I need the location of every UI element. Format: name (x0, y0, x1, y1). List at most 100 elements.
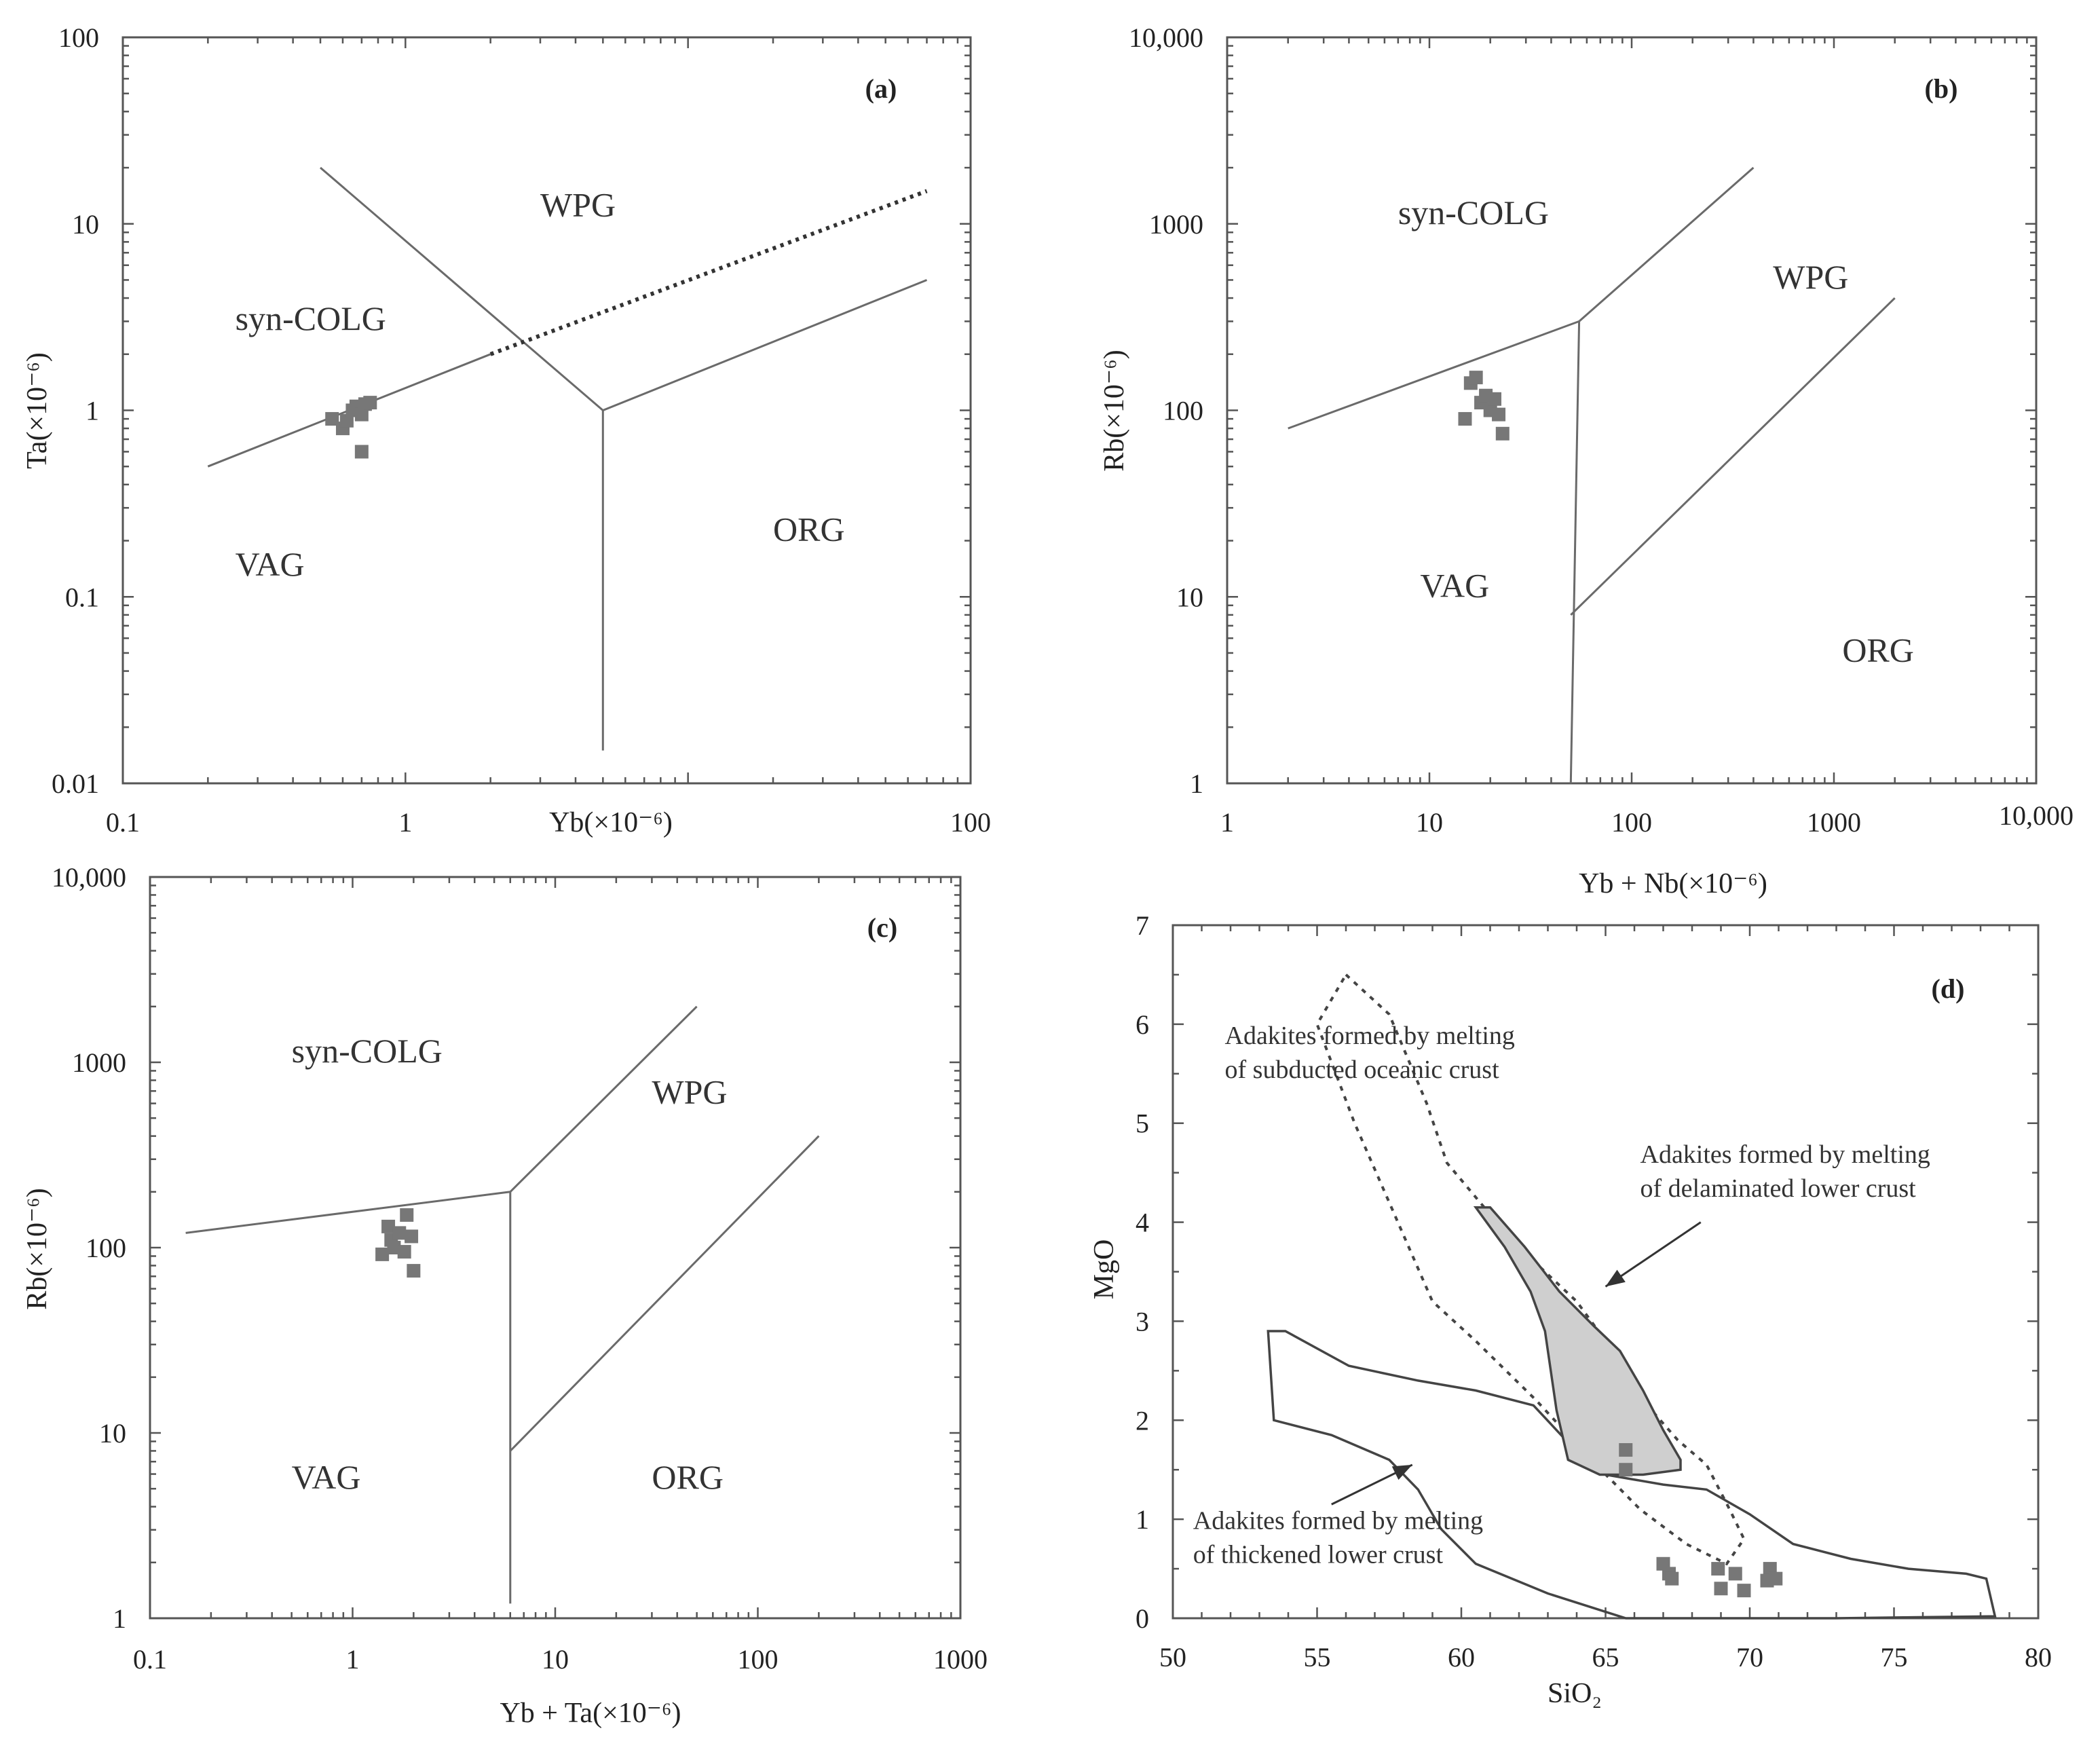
sample-point (1458, 412, 1472, 426)
field-label: syn-COLG (236, 299, 386, 337)
field-label: VAG (292, 1458, 361, 1496)
x-axis-label: Yb + Ta(×10⁻⁶) (500, 1698, 681, 1729)
field-boundary (509, 1005, 698, 1193)
region-annotation: of delaminated lower crust (1640, 1174, 1917, 1203)
sample-point (400, 1208, 414, 1222)
sample-point (405, 1229, 419, 1244)
field-label: ORG (1842, 631, 1914, 669)
ticks (121, 36, 972, 785)
sample-point (339, 413, 354, 428)
panel-label: (a) (865, 73, 897, 104)
y-tick-label: 1 (113, 1603, 126, 1634)
sample-point (392, 1226, 407, 1240)
y-tick-label: 1 (1136, 1504, 1149, 1535)
region-annotation: Adakites formed by melting (1193, 1507, 1483, 1535)
y-tick-label: 100 (1163, 396, 1203, 426)
x-tick-label: 1 (1220, 807, 1234, 838)
field-boundary (1288, 320, 1580, 430)
x-tick-label: 75 (1881, 1642, 1908, 1673)
field-label: WPG (1773, 258, 1848, 296)
sample-point (1665, 1571, 1679, 1586)
y-tick-label: 10 (72, 209, 99, 240)
region-thickened-lower-crust (1267, 1330, 1997, 1620)
x-tick-label: 50 (1159, 1642, 1186, 1673)
x-tick-label: 1000 (933, 1644, 988, 1675)
panel-label: (d) (1932, 973, 1965, 1004)
sample-point (381, 1219, 396, 1233)
plot-frame (121, 36, 972, 785)
x-tick-label: 100 (950, 807, 991, 838)
ticks (149, 876, 962, 1620)
y-tick-label: 2 (1136, 1405, 1149, 1436)
x-axis-label: Yb(×10⁻⁶) (549, 807, 673, 838)
region-annotation: Adakites formed by melting (1640, 1140, 1930, 1169)
arrow-head (1391, 1464, 1412, 1480)
y-axis-label: Ta(×10⁻⁶) (22, 352, 53, 469)
y-tick-label: 5 (1136, 1108, 1149, 1139)
y-tick-label: 0.1 (65, 582, 99, 612)
x-tick-label: 1 (398, 807, 412, 838)
y-tick-label: 6 (1136, 1009, 1149, 1040)
field-boundary (1578, 166, 1755, 322)
x-tick-label: 10,000 (1999, 800, 2074, 831)
x-axis-label: Yb + Nb(×10⁻⁶) (1579, 868, 1767, 899)
plot-frame (149, 876, 962, 1620)
sample-point (1492, 407, 1506, 422)
field-label: syn-COLG (292, 1032, 443, 1070)
x-tick-label: 80 (2025, 1642, 2052, 1673)
y-tick-label: 10 (99, 1418, 126, 1449)
y-tick-label: 1 (1190, 768, 1203, 799)
panel-d: 50 55 60 65 70 75 80 0 1 2 3 4 5 6 7 SiO₂ MgO (d) Adakites… (1089, 910, 2052, 1709)
panel-label: (c) (867, 912, 897, 943)
x-tick-label: 10 (1416, 807, 1443, 838)
y-tick-label: 4 (1136, 1208, 1149, 1238)
x-axis-label: SiO₂ (1548, 1678, 1602, 1709)
x-tick-label: 0.1 (106, 807, 140, 838)
field-boundary (1570, 297, 1896, 616)
field-boundary (320, 166, 604, 411)
region-annotation: Adakites formed by melting (1225, 1022, 1515, 1050)
field-boundary (509, 1135, 820, 1452)
y-axis-label: Rb(×10⁻⁶) (1099, 350, 1130, 471)
field-boundary (185, 1191, 510, 1234)
x-tick-label: 100 (1611, 807, 1652, 838)
x-tick-label: 0.1 (133, 1644, 167, 1675)
field-label: ORG (773, 510, 845, 548)
x-tick-label: 1000 (1807, 807, 1861, 838)
y-tick-label: 1000 (1149, 209, 1203, 240)
x-tick-label: 10 (542, 1644, 569, 1675)
annotation-arrow (1605, 1221, 1702, 1288)
sample-point (1619, 1463, 1633, 1477)
sample-point (325, 412, 339, 426)
y-tick-label: 0.01 (52, 768, 99, 799)
field-label: ORG (652, 1458, 724, 1496)
sample-point (1711, 1562, 1725, 1576)
y-tick-label: 1000 (72, 1047, 126, 1078)
y-tick-label: 10,000 (52, 862, 126, 893)
ticks (1171, 924, 2040, 1620)
y-tick-label: 100 (86, 1233, 126, 1263)
field-label: syn-COLG (1398, 193, 1549, 231)
sample-point (1495, 426, 1510, 441)
panel-b: 1 10 100 1000 10,000 1 10 100 1000 10,000 Yb + Nb(… (1099, 22, 2074, 899)
sample-point (397, 1245, 411, 1259)
sample-point (354, 445, 369, 459)
x-tick-label: 70 (1736, 1642, 1763, 1673)
field-label: WPG (652, 1073, 727, 1111)
y-tick-label: 1 (86, 396, 99, 426)
sample-point (407, 1264, 421, 1278)
region-annotation: of thickened lower crust (1193, 1541, 1444, 1569)
sample-point (1728, 1567, 1742, 1581)
y-tick-label: 100 (58, 22, 99, 53)
plot-frame (1226, 36, 2038, 785)
field-boundary (602, 279, 928, 411)
x-tick-label: 60 (1448, 1642, 1475, 1673)
sample-point (1488, 392, 1502, 406)
y-axis-label: MgO (1089, 1239, 1120, 1300)
y-tick-label: 0 (1136, 1603, 1149, 1634)
field-label: VAG (236, 545, 305, 583)
field-boundary (1569, 321, 1581, 784)
sample-point (1469, 371, 1483, 385)
